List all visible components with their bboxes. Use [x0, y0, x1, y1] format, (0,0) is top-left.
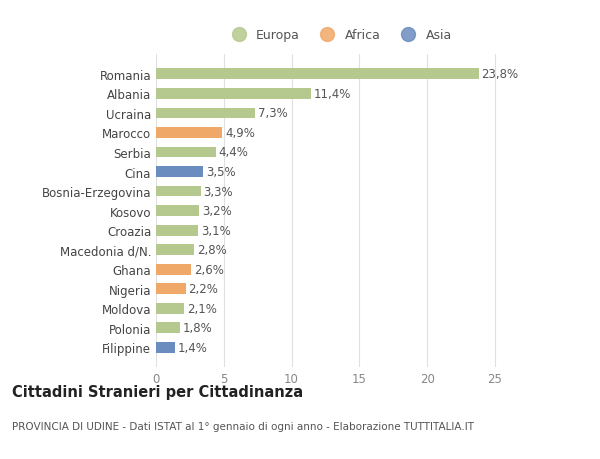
Text: 3,5%: 3,5%	[206, 166, 236, 179]
Bar	[156, 128, 223, 139]
Text: 23,8%: 23,8%	[481, 68, 518, 81]
Text: 4,9%: 4,9%	[225, 127, 255, 140]
Bar	[156, 108, 255, 119]
Bar	[156, 167, 203, 178]
Bar	[156, 147, 215, 158]
Text: PROVINCIA DI UDINE - Dati ISTAT al 1° gennaio di ogni anno - Elaborazione TUTTIT: PROVINCIA DI UDINE - Dati ISTAT al 1° ge…	[12, 421, 474, 431]
Legend: Europa, Africa, Asia: Europa, Africa, Asia	[221, 24, 457, 47]
Bar	[156, 69, 479, 80]
Text: 7,3%: 7,3%	[257, 107, 287, 120]
Bar	[156, 245, 194, 256]
Text: 1,4%: 1,4%	[178, 341, 208, 354]
Bar	[156, 323, 181, 334]
Bar	[156, 284, 186, 295]
Text: 2,2%: 2,2%	[188, 283, 218, 296]
Text: 3,3%: 3,3%	[203, 185, 233, 198]
Bar	[156, 264, 191, 275]
Text: 4,4%: 4,4%	[218, 146, 248, 159]
Text: 3,1%: 3,1%	[201, 224, 230, 237]
Text: 1,8%: 1,8%	[183, 322, 213, 335]
Bar	[156, 186, 201, 197]
Text: Cittadini Stranieri per Cittadinanza: Cittadini Stranieri per Cittadinanza	[12, 384, 303, 399]
Bar	[156, 225, 198, 236]
Bar	[156, 206, 199, 217]
Text: 2,6%: 2,6%	[194, 263, 224, 276]
Bar	[156, 342, 175, 353]
Bar	[156, 89, 311, 100]
Bar	[156, 303, 184, 314]
Text: 2,8%: 2,8%	[197, 244, 226, 257]
Text: 2,1%: 2,1%	[187, 302, 217, 315]
Text: 11,4%: 11,4%	[313, 88, 350, 101]
Text: 3,2%: 3,2%	[202, 205, 232, 218]
